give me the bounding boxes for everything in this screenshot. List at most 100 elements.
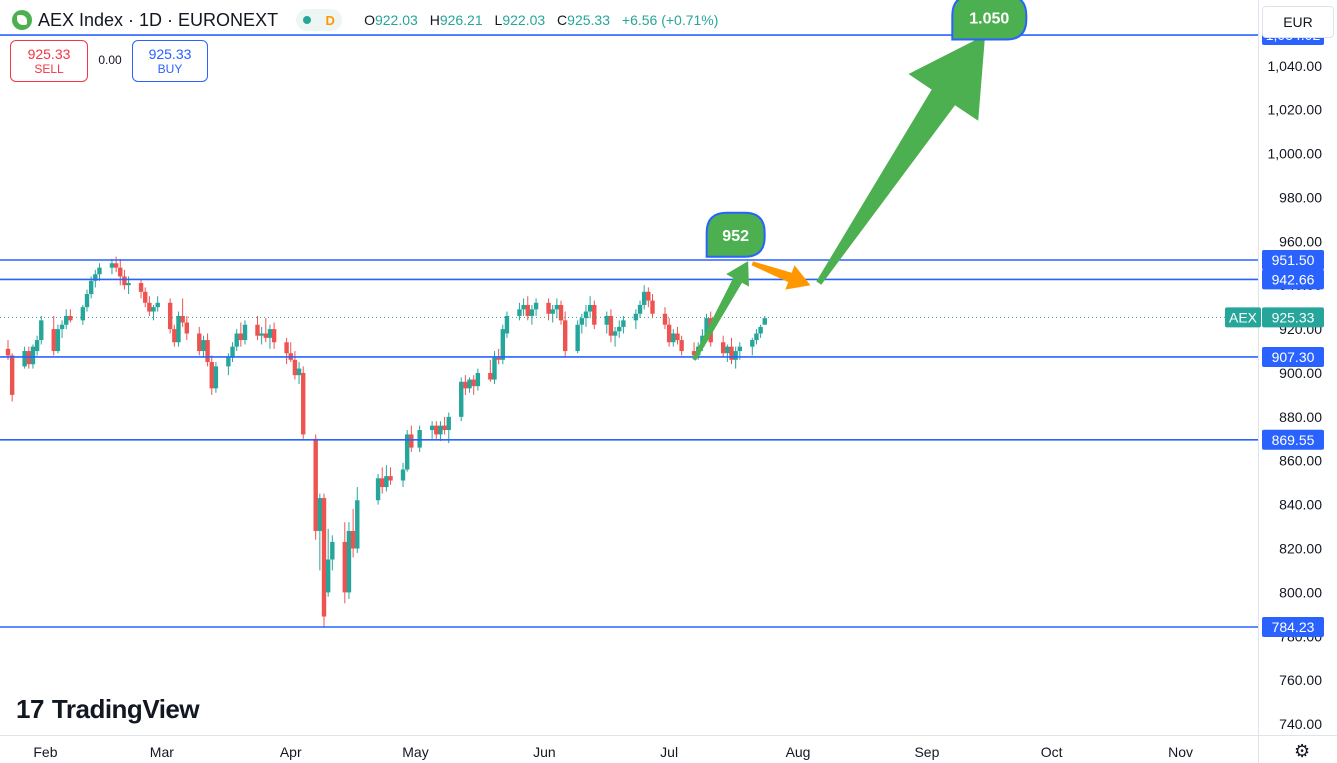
candle-body [350, 530, 356, 549]
last-price-label: 925.33 [1272, 309, 1315, 325]
price-tick-label: 900.00 [1279, 365, 1322, 381]
level-price-tag [1262, 249, 1324, 270]
candle-body [313, 438, 318, 531]
candle-body [404, 434, 410, 470]
sell-button[interactable]: 925.33 SELL [10, 40, 88, 82]
candle-body [525, 304, 530, 316]
candle-body [579, 318, 585, 325]
candle-body [126, 283, 131, 286]
price-tick-label: 760.00 [1279, 672, 1322, 688]
price-axis[interactable]: 740.00760.00780.00800.00820.00840.00860.… [1225, 14, 1324, 732]
time-axis[interactable]: Feb Mar Apr May Jun Jul Aug Sep Oct Nov [33, 744, 1193, 760]
candle-body [30, 346, 36, 365]
candle-body [267, 329, 273, 338]
price-tick-label: 820.00 [1279, 541, 1322, 557]
chart-header: AEX Index · 1D · EURONEXT D O922.03 H926… [12, 8, 718, 32]
candle-body [68, 315, 73, 321]
candle-body [296, 368, 302, 376]
candle-body [641, 291, 647, 305]
candle-body [172, 329, 177, 343]
candle-body [517, 309, 522, 316]
settings-gear-icon[interactable]: ⚙ [1294, 741, 1311, 761]
candle-body [562, 320, 568, 352]
price-axis-border [1258, 0, 1259, 763]
level-price-tag [1262, 269, 1324, 290]
candle-body [471, 379, 476, 387]
candle-body [558, 304, 564, 321]
candle-body [375, 478, 381, 501]
price-tick-label: 880.00 [1279, 409, 1322, 425]
candle-body [147, 302, 152, 312]
market-status-badge[interactable]: D [296, 9, 343, 31]
candle-body [679, 340, 684, 352]
candle-body [725, 346, 730, 354]
level-price-tag [1262, 616, 1324, 637]
symbol-tag [1225, 307, 1261, 328]
projection-arrows [692, 35, 986, 361]
candle-body [587, 304, 593, 312]
symbol-logo-icon [12, 10, 32, 30]
sell-label: SELL [34, 62, 64, 76]
candle-body [109, 263, 115, 268]
price-tick-label: 1,020.00 [1268, 102, 1323, 118]
candle-body [226, 357, 231, 367]
candle-body [646, 291, 651, 301]
symbol-title[interactable]: AEX Index · 1D · EURONEXT [38, 9, 279, 30]
candle-body [113, 263, 119, 268]
candle-body [720, 342, 726, 354]
candle-body [529, 309, 535, 316]
level-price-tag [1262, 346, 1324, 367]
candle-body [213, 366, 219, 389]
candle-body [592, 304, 597, 325]
candle-body [271, 329, 277, 343]
candle-body [284, 342, 289, 354]
data-status-letter: D [325, 12, 335, 28]
candle-body [409, 434, 414, 448]
green-projection-arrow [816, 35, 986, 285]
candle-body [617, 326, 622, 332]
candle-body [650, 300, 655, 314]
level-price-tag [1262, 429, 1324, 450]
low-value: 922.03 [502, 12, 546, 28]
level-price-label: 907.30 [1272, 349, 1315, 365]
candle-body [22, 351, 27, 367]
candle-body [238, 333, 244, 341]
candle-body [184, 322, 189, 334]
level-price-label: 869.55 [1272, 432, 1315, 448]
candle-body [259, 333, 264, 336]
price-tick-label: 740.00 [1279, 716, 1322, 732]
candle-body [637, 304, 643, 314]
candle-body [143, 291, 148, 303]
candle-body [51, 329, 56, 352]
candle-body [429, 425, 435, 431]
orange-projection-arrow [751, 261, 811, 290]
candle-body [442, 425, 447, 431]
target-callout-bubble [705, 211, 766, 258]
candle-body [317, 498, 323, 531]
currency-selector[interactable]: EUR [1262, 6, 1334, 38]
candle-body [754, 333, 759, 341]
candle-body [301, 372, 306, 435]
target-callout-label: 1.050 [969, 11, 1009, 28]
candle-body [59, 324, 65, 330]
change-value: +6.56 (+0.71%) [621, 12, 719, 28]
time-tick-label: Oct [1041, 744, 1063, 760]
time-tick-label: Aug [786, 744, 811, 760]
green-projection-arrow [692, 261, 749, 361]
level-price-label: 784.23 [1272, 619, 1315, 635]
candle-body [330, 541, 335, 560]
candle-body [176, 315, 181, 343]
candle-body [575, 324, 580, 352]
tradingview-watermark[interactable]: 17 TradingView [16, 694, 200, 725]
candle-body [55, 329, 61, 352]
candle-body [671, 333, 676, 343]
candle-body [633, 313, 639, 321]
buy-price: 925.33 [148, 46, 192, 62]
candle-body [662, 313, 668, 325]
candle-body [80, 307, 86, 321]
buy-button[interactable]: 925.33 BUY [132, 40, 208, 82]
candle-body [675, 333, 680, 341]
candle-body [666, 324, 672, 343]
